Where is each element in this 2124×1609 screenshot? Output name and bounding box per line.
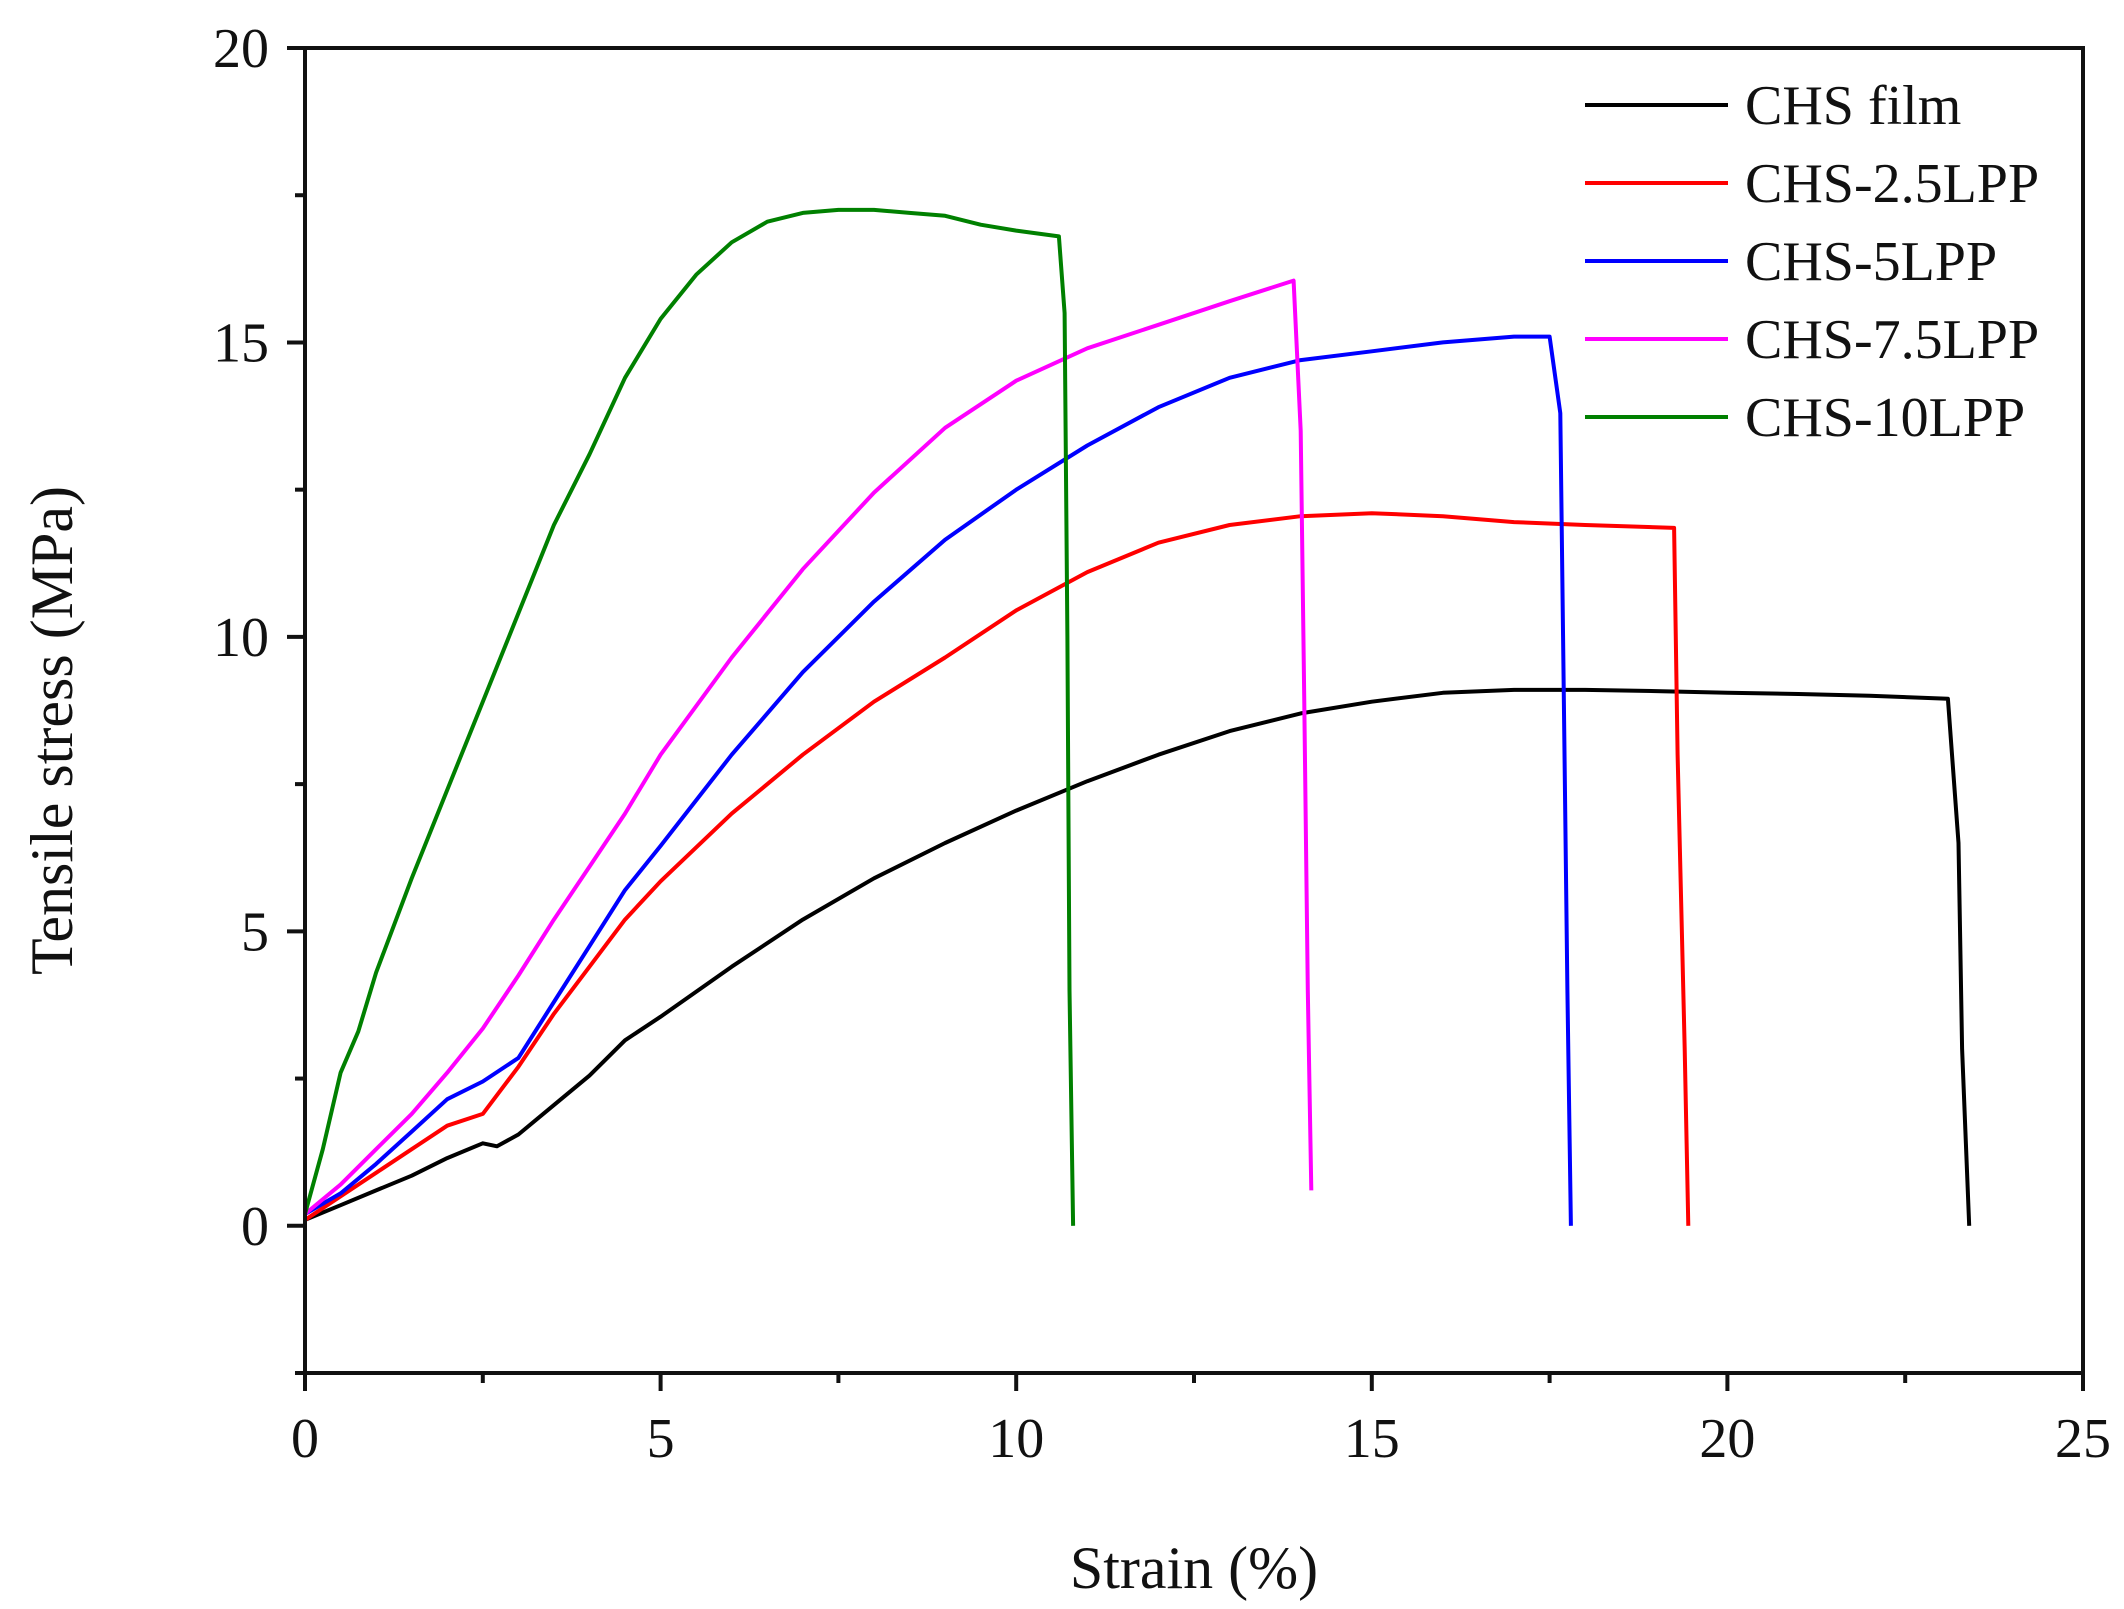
series-line-1 [303,511,1691,1226]
x-tick-label: 5 [647,1408,675,1470]
legend-label-0: CHS film [1745,75,1961,137]
legend-label-2: CHS-5LPP [1745,231,1997,293]
y-axis-title: Tensile stress (MPa) [19,486,85,975]
y-tick-label: 5 [241,901,269,963]
x-tick-label: 25 [2055,1408,2111,1470]
x-tick-label: 15 [1344,1408,1400,1470]
x-axis-title: Strain (%) [1070,1535,1318,1601]
legend-label-4: CHS-10LPP [1745,387,2025,449]
y-tick-label: 20 [213,18,269,80]
legend-label-1: CHS-2.5LPP [1745,153,2039,215]
series-line-2 [303,334,1573,1226]
x-tick-label: 10 [988,1408,1044,1470]
series-line-4 [303,207,1076,1226]
legend-label-3: CHS-7.5LPP [1745,309,2039,371]
x-axis-ticks: 0 5 10 15 20 25 [291,1373,2111,1470]
y-tick-label: 15 [213,312,269,374]
x-tick-label: 20 [1699,1408,1755,1470]
legend: CHS film CHS-2.5LPP CHS-5LPP CHS-7.5LPP CHS-… [1585,75,2039,449]
series-group [303,207,1972,1226]
x-tick-label: 0 [291,1408,319,1470]
y-axis-ticks: 0 5 10 15 20 [213,18,305,1375]
series-line-0 [304,687,1972,1226]
series-line-3 [303,278,1314,1216]
y-tick-label: 10 [213,607,269,669]
y-tick-label: 0 [241,1196,269,1258]
